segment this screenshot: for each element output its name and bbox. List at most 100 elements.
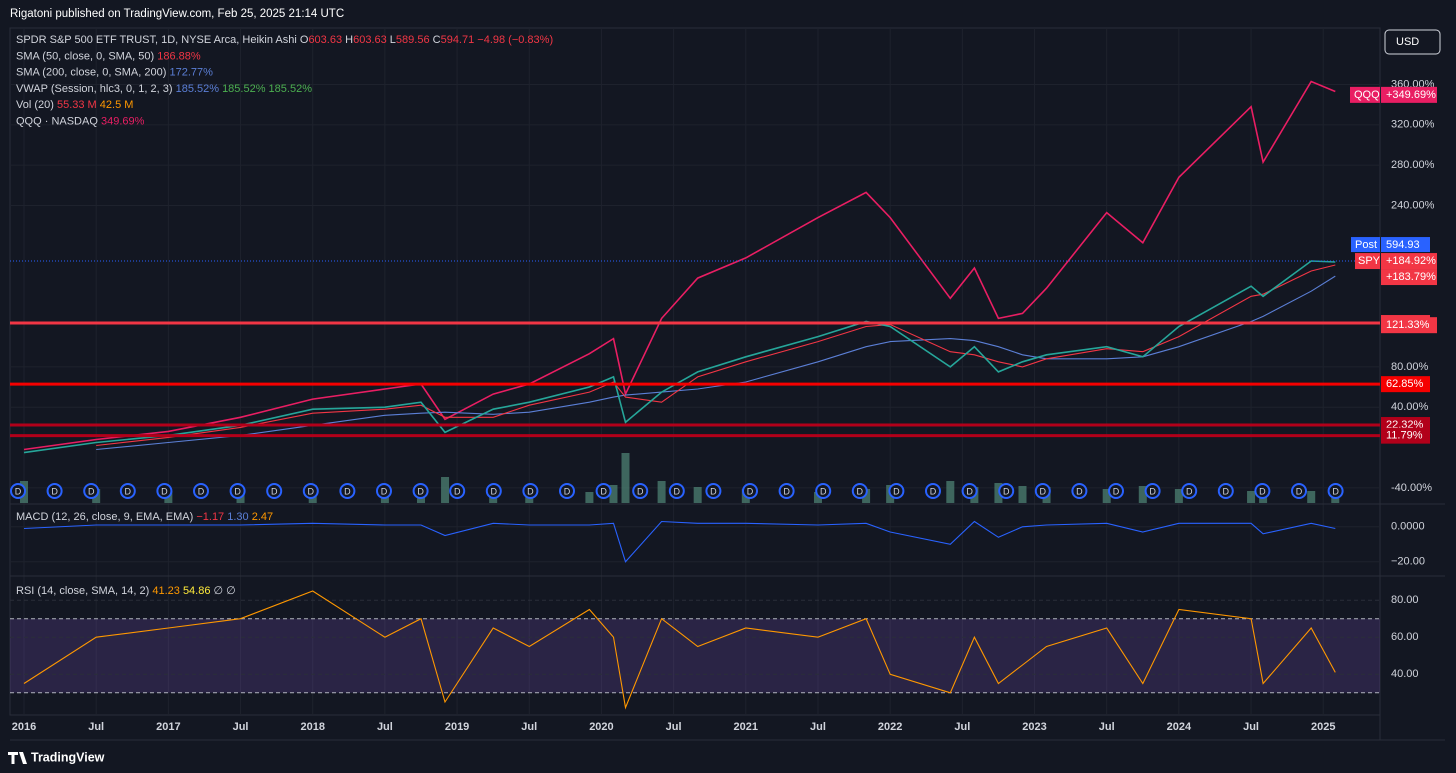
dividend-icon: D [344, 486, 351, 496]
dividend-icon: D [820, 486, 827, 496]
dividend-icon: D [198, 486, 205, 496]
dividend-icon: D [1040, 486, 1047, 496]
legend-line: Vol (20) 55.33 M 42.5 M [16, 99, 133, 111]
volume-bar [1247, 491, 1256, 503]
dividend-icon [668, 483, 685, 499]
legend-part: C [433, 34, 441, 46]
dividend-icon [925, 483, 941, 499]
price-tag [1381, 269, 1437, 286]
x-tick-label: 2019 [445, 721, 469, 733]
price-tag [1381, 86, 1437, 103]
dividend-icon: D [51, 486, 58, 496]
dividend-icon: D [564, 486, 571, 496]
legend-part: 589.56 [396, 34, 433, 46]
legend-part: 603.63 [353, 34, 390, 46]
volume-bar [441, 477, 450, 503]
x-tick-label: Jul [810, 721, 826, 733]
legend-part: L [390, 34, 396, 46]
dividend-icon: D [125, 486, 132, 496]
legend-part: O [300, 34, 309, 46]
dividend-icon: D [1296, 486, 1303, 496]
dividend-icon [998, 483, 1015, 499]
dividend-icon: D [600, 486, 607, 496]
dividend-icon [632, 483, 649, 499]
x-tick-label: 2025 [1311, 721, 1335, 733]
dividend-icon [485, 483, 502, 499]
series-line [23, 260, 1336, 454]
x-tick-label: 2022 [878, 721, 902, 733]
dividend-icon [1181, 483, 1198, 499]
dividend-icon: D [1259, 486, 1266, 496]
legend-line: RSI (14, close, SMA, 14, 2) 41.23 54.86 … [16, 585, 236, 597]
currency-button[interactable] [1384, 29, 1441, 55]
series-tag [1355, 253, 1380, 270]
legend-part: RSI (14, close, SMA, 14, 2) [16, 585, 152, 597]
volume-bar [609, 485, 618, 503]
dividend-icon: D [710, 486, 717, 496]
dividend-icon [1217, 483, 1234, 499]
dividend-icon: D [308, 486, 315, 496]
dividend-icon: D [857, 486, 864, 496]
dividend-icon [302, 483, 319, 499]
dividend-icon [193, 483, 209, 499]
legend-line: SMA (50, close, 0, SMA, 50) 186.88% [16, 50, 201, 62]
dividend-icon [595, 483, 612, 499]
dividend-icon: D [893, 486, 900, 496]
volume-bar [946, 481, 955, 503]
legend-line: QQQ · NASDAQ 349.69% [16, 115, 145, 127]
series-line [23, 520, 1336, 563]
dividend-icon [851, 483, 868, 499]
dividend-icon [1034, 483, 1051, 499]
dividend-icon [778, 483, 795, 499]
legend-part: 594.71 [441, 34, 478, 46]
legend-line: SPDR S&P 500 ETF TRUST, 1D, NYSE Arca, H… [16, 34, 553, 46]
volume-bar [862, 489, 871, 503]
volume-bar [1174, 489, 1183, 503]
dividend-icon [1291, 483, 1307, 499]
legend-part: SMA (200, close, 0, SMA, 200) [16, 67, 169, 79]
y-tick-label: 80.00 [1391, 594, 1419, 606]
dividend-icon [1144, 483, 1161, 499]
dividend-icon: D [930, 486, 937, 496]
x-tick-label: Jul [666, 721, 682, 733]
volume-bar [813, 492, 822, 503]
dividend-icon [449, 483, 466, 499]
legend-part: 41.23 [152, 585, 183, 597]
dividend-icon: D [1149, 486, 1156, 496]
legend-part: ∅ ∅ [214, 585, 236, 597]
y-tick-label: 80.00% [1391, 361, 1429, 373]
legend-part: 54.86 [183, 585, 214, 597]
y-tick-label: 60.00 [1391, 631, 1419, 643]
y-tick-label: 280.00% [1391, 159, 1435, 171]
footer-brand: TradingView [31, 750, 105, 764]
series-line [23, 80, 1336, 451]
legend-part: 2.47 [252, 511, 273, 523]
level-label: 11.79% [1386, 430, 1423, 442]
y-tick-label: −20.00 [1391, 556, 1425, 568]
dividend-icon [742, 483, 758, 499]
level-label: 62.85% [1386, 378, 1424, 390]
legend-part: 185.52% [222, 83, 268, 95]
x-tick-label: 2020 [589, 721, 613, 733]
volume-bar [585, 492, 594, 503]
x-tick-label: Jul [521, 721, 537, 733]
price-tag [1381, 253, 1437, 270]
series-line [96, 275, 1336, 451]
legend-part: 186.88% [157, 50, 201, 62]
volume-bar [621, 453, 630, 503]
y-tick-label: 0.0000 [1391, 521, 1425, 533]
legend-part: 55.33 M [57, 99, 100, 111]
dividend-icon [888, 483, 905, 499]
post-price-tag [1381, 237, 1430, 253]
dividend-icon [10, 483, 26, 499]
x-tick-label: 2023 [1022, 721, 1046, 733]
dividend-icon: D [1186, 486, 1193, 496]
volume-bar [994, 483, 1003, 503]
dividend-icon [1254, 483, 1271, 499]
dividend-icon [83, 483, 100, 499]
volume-bar [1138, 486, 1147, 503]
post-name: Post [1355, 239, 1377, 251]
dividend-icon [1327, 483, 1344, 499]
dividend-icon [961, 483, 978, 499]
